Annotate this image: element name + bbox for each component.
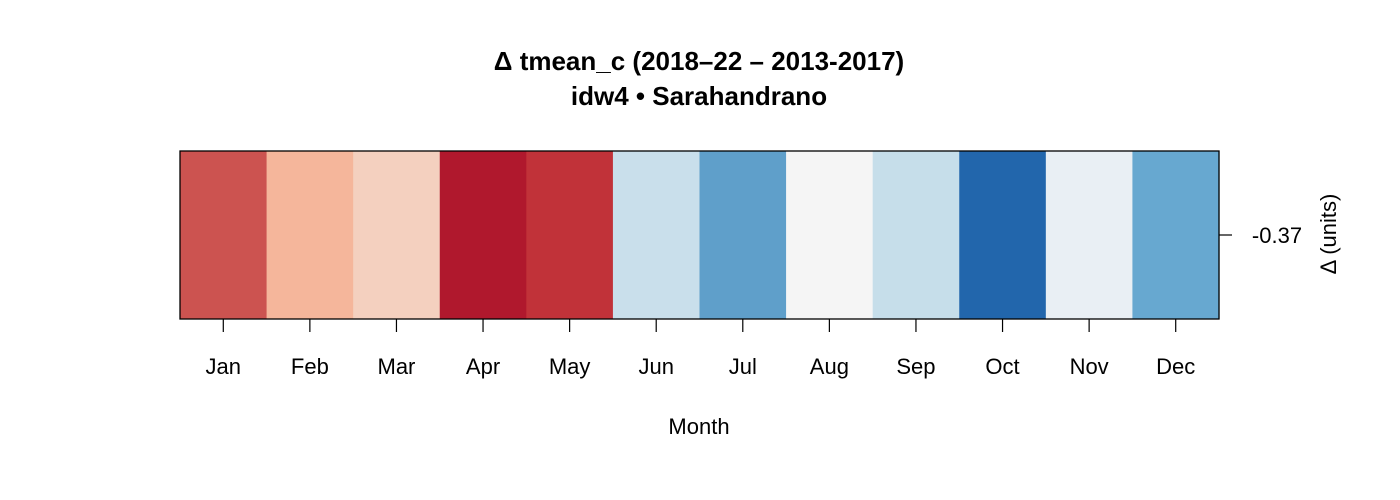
x-tick-label: Mar [378,354,416,379]
chart-subtitle: idw4 • Sarahandrano [571,81,827,111]
x-tick-label: Feb [291,354,329,379]
chart-title: Δ tmean_c (2018–22 – 2013-2017) [494,46,904,76]
x-tick-label: Aug [810,354,849,379]
heatmap-cell-jun [612,151,701,319]
heatmap-cell-jul [699,151,787,319]
x-tick-label: Apr [466,354,500,379]
heatmap-cell-oct [959,151,1047,319]
y-tick-label: -0.37 [1252,223,1302,248]
x-tick-label: Dec [1156,354,1195,379]
heatmap-cell-aug [786,151,874,319]
heatmap-cell-feb [266,151,354,319]
x-axis-ticks: Jan Feb Mar Apr May Jun Jul Aug Sep Oct Nov Dec [206,319,1195,379]
x-tick-label: Jun [638,354,673,379]
y-axis-label: Δ (units) [1316,194,1341,275]
y-axis-ticks: -0.37 [1219,223,1302,248]
heatmap-cell-jan [180,151,268,319]
heatmap-cells [180,151,1220,319]
x-tick-label: Nov [1070,354,1109,379]
x-tick-label: Oct [985,354,1019,379]
x-axis-label: Month [668,414,729,439]
heatmap-cell-may [526,151,614,319]
x-tick-label: May [549,354,591,379]
heatmap-cell-sep [872,151,960,319]
heatmap-cell-nov [1045,151,1134,319]
heatmap-cell-mar [353,151,441,319]
heatmap-cell-apr [439,151,527,319]
x-tick-label: Sep [896,354,935,379]
x-tick-label: Jan [206,354,241,379]
heatmap-cell-dec [1132,151,1220,319]
x-tick-label: Jul [729,354,757,379]
